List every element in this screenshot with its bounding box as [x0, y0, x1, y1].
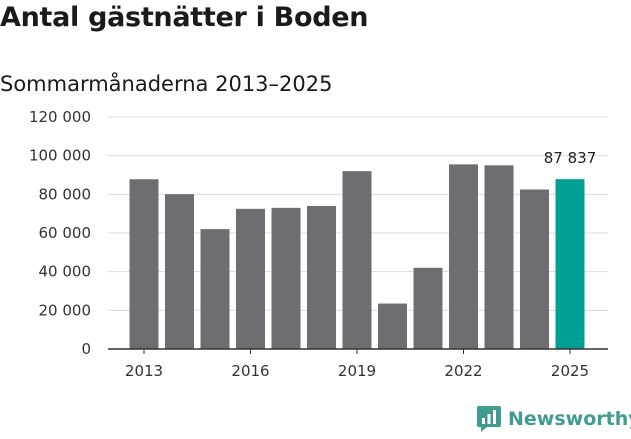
y-tick-label: 20 000: [39, 301, 92, 319]
y-axis: 0 20 000 40 000 60 000 80 000 100 000 120 000: [29, 108, 91, 358]
data-label: 87 837: [544, 149, 597, 167]
bar-2014: [165, 194, 194, 349]
x-tick-label: 2013: [125, 362, 163, 380]
bar-2025: [555, 179, 585, 349]
x-tick-label: 2022: [444, 362, 482, 380]
bar-2017: [271, 207, 301, 349]
brand-logo: Newsworthy: [476, 405, 631, 433]
bar-2021: [413, 267, 443, 349]
x-axis: 2013 2016 2019 2022 2025: [108, 348, 608, 380]
brand-name: Newsworthy: [508, 408, 631, 430]
bars: [129, 164, 585, 349]
bar-2013: [129, 179, 159, 349]
chart-subtitle: Sommarmånaderna 2013–2025: [0, 72, 333, 96]
y-tick-label: 60 000: [39, 224, 92, 242]
y-tick-label: 40 000: [39, 263, 92, 281]
x-tick-label: 2019: [338, 362, 376, 380]
bar-2020: [378, 303, 407, 349]
bar-2016: [236, 208, 265, 349]
bar-2023: [484, 165, 514, 349]
bar-2018: [307, 205, 336, 349]
bar-2015: [200, 229, 230, 349]
bar-2022: [449, 164, 478, 349]
newsworthy-logo-icon: [477, 406, 501, 432]
y-tick-label: 120 000: [29, 108, 91, 126]
x-tick-label: 2016: [231, 362, 269, 380]
bar-2019: [342, 171, 372, 349]
chart-title: Antal gästnätter i Boden: [0, 2, 369, 33]
y-tick-label: 80 000: [39, 185, 92, 203]
y-tick-label: 0: [81, 340, 91, 358]
bar-2024: [520, 189, 549, 349]
data-labels: 87 837: [544, 149, 597, 167]
y-tick-label: 100 000: [29, 147, 91, 165]
x-tick-label: 2025: [551, 362, 589, 380]
